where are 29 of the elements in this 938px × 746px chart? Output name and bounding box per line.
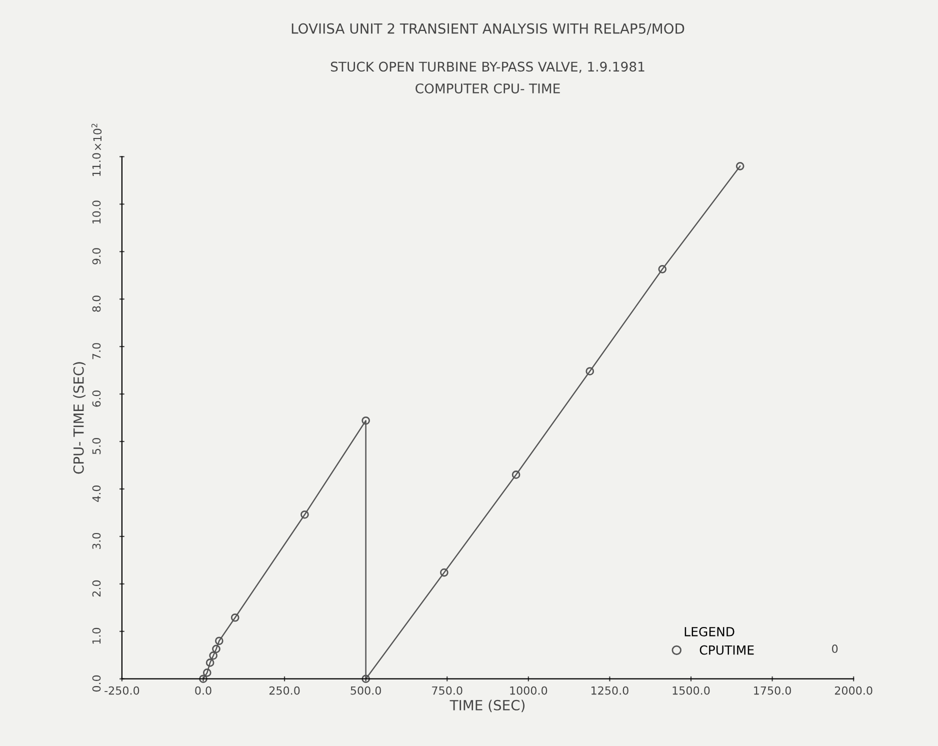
y-tick-label: 6.0 — [92, 390, 101, 407]
x-tick-label: 500.0 — [350, 686, 381, 695]
y-tick-label: 10.0 — [92, 200, 101, 224]
chart-subtitle: STUCK OPEN TURBINE BY-PASS VALVE, 1.9.1981 COMPUTER CPU- TIME — [330, 62, 644, 94]
x-tick-label: 250.0 — [269, 686, 300, 695]
y-tick-label: 5.0 — [92, 438, 101, 454]
chart-title: LOVIISA UNIT 2 TRANSIENT ANALYSIS WITH RELAP5/MOD — [292, 23, 684, 35]
x-tick-label: 1500.0 — [672, 686, 710, 695]
y-tick-label: 4.0 — [92, 485, 101, 502]
legend-title: LEGEND — [684, 626, 734, 636]
y-tick-label: 7.0 — [92, 343, 101, 360]
x-tick-label: 1250.0 — [591, 686, 628, 695]
y-tick-label: 1.0 — [92, 628, 101, 644]
x-tick-label: 0.0 — [195, 686, 212, 695]
legend-label: CPUTIME — [700, 645, 754, 655]
y-tick-label: 11.0 — [92, 153, 101, 176]
y-tick-label: 3.0 — [92, 532, 101, 550]
x-tick-label: -250.0 — [104, 686, 140, 695]
y-tick-label: 8.0 — [92, 296, 101, 312]
x-tick-label: 1750.0 — [754, 686, 791, 695]
x-tick-label: 2000.0 — [834, 686, 872, 695]
y-tick-label: 9.0 — [92, 248, 101, 264]
x-tick-label: 1000.0 — [510, 686, 548, 695]
x-axis-title: TIME (SEC) — [450, 700, 525, 712]
annotation: 0 — [832, 644, 838, 653]
text: ×10$^{2}$ — [91, 124, 102, 150]
y-tick-label: 2.0 — [92, 580, 101, 597]
x-tick-label: 750.0 — [432, 686, 462, 695]
y-axis-title: CPU- TIME (SEC) — [73, 362, 86, 474]
